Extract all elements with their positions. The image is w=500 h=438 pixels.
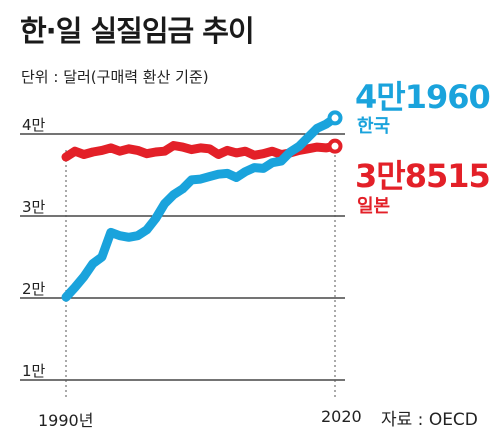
end-marker-inner-한국	[331, 114, 339, 122]
series-lines	[61, 113, 340, 302]
source-label: 자료 : OECD	[381, 410, 478, 430]
japan-end-value: 3만8515	[355, 157, 491, 195]
x-tick-label: 1990년	[38, 411, 94, 430]
y-tick-label: 2만	[22, 280, 46, 298]
end-marker-inner-일본	[331, 142, 339, 150]
chart-title: 한·일 실질임금 추이	[20, 14, 255, 48]
grid-lines	[20, 133, 345, 381]
y-tick-label: 3만	[22, 198, 46, 216]
unit-label: 단위 : 달러(구매력 환산 기준)	[21, 68, 209, 86]
y-tick-label: 1만	[22, 362, 46, 380]
y-tick-label: 4만	[22, 116, 46, 134]
year-guide-lines	[65, 150, 336, 400]
japan-series-label: 일본	[357, 196, 391, 217]
series-line-한국	[61, 113, 340, 302]
end-markers	[327, 110, 343, 154]
korea-end-value: 4만1960	[355, 78, 491, 116]
x-tick-label: 2020	[321, 407, 362, 426]
korea-series-label: 한국	[357, 116, 391, 137]
